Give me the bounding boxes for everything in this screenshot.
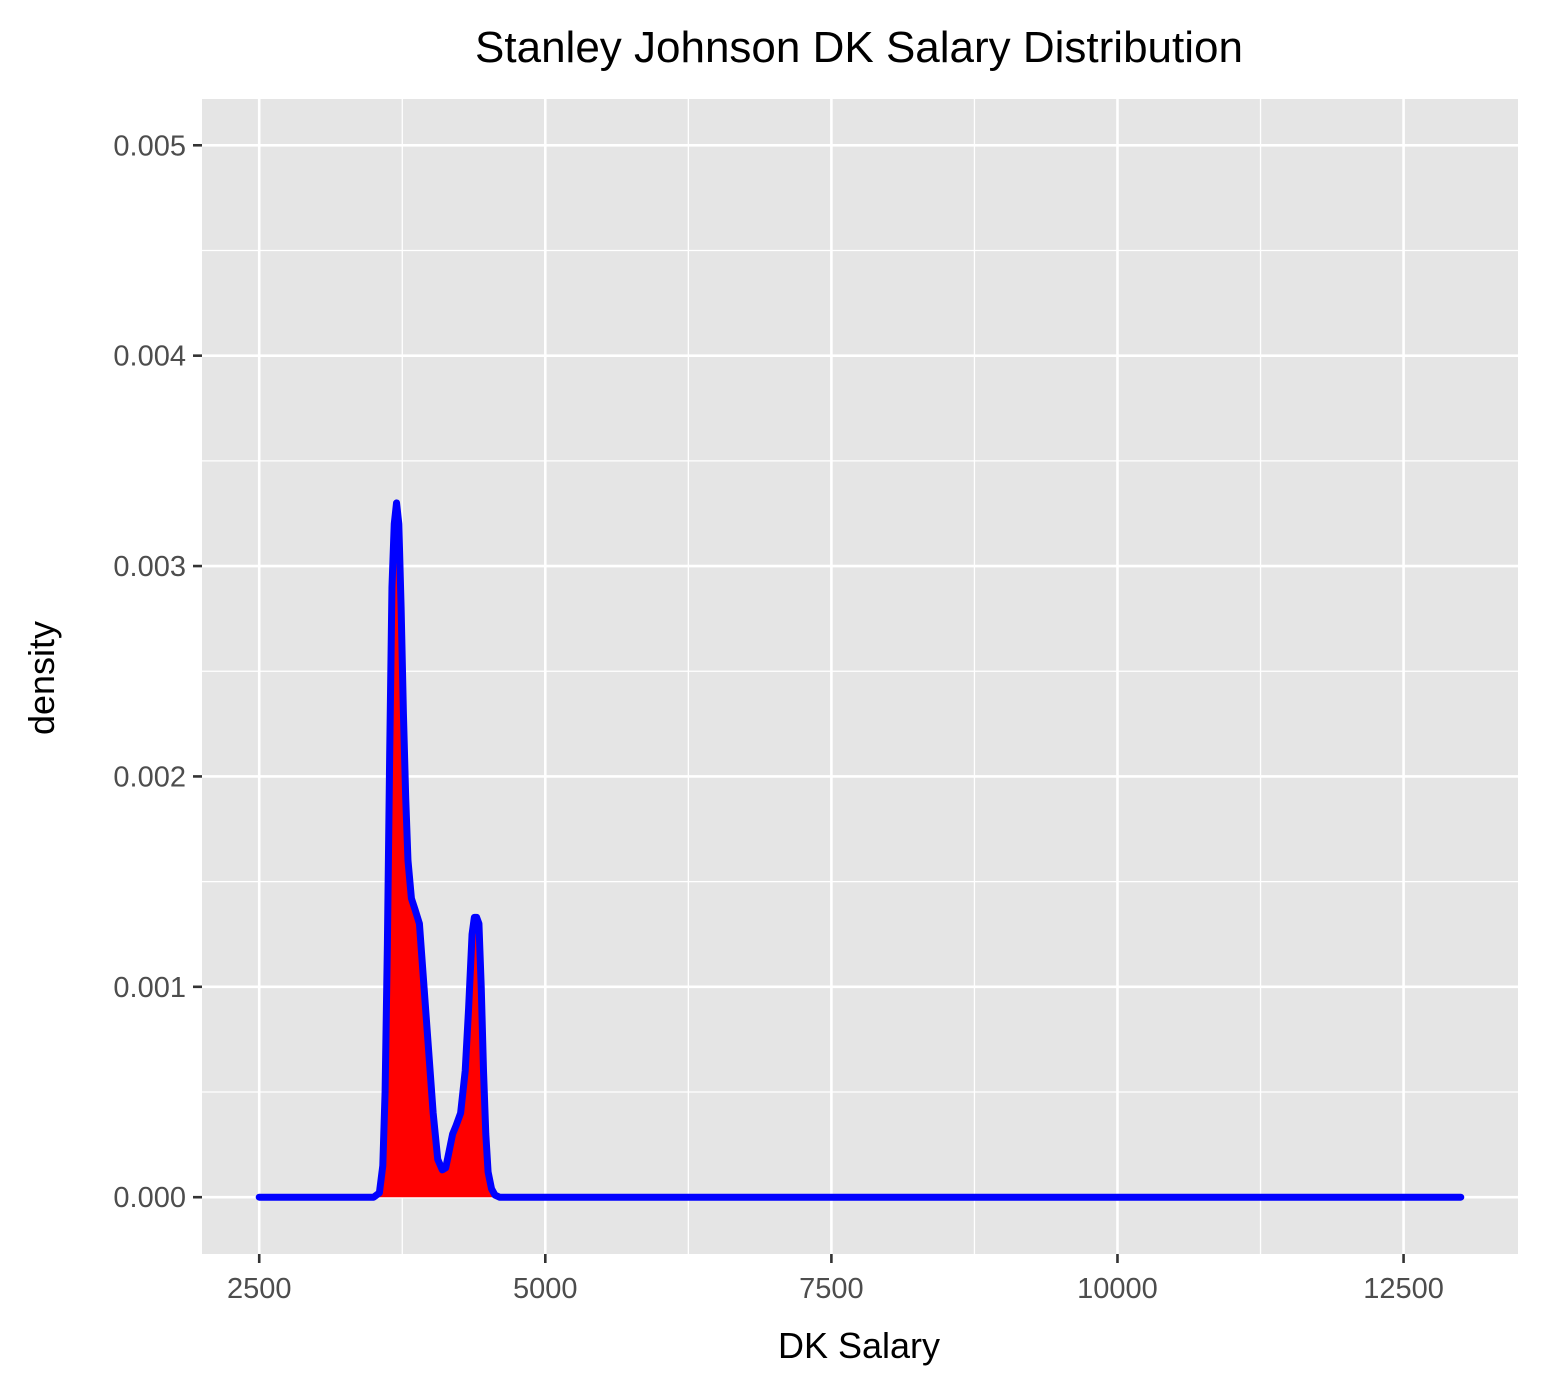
axes: 2500 5000 7500 10000 12500 0.000 0.001 0.002 0.0… [113, 130, 1443, 1305]
x-tick-label: 5000 [513, 1273, 578, 1305]
data-layer [255, 499, 1465, 1201]
x-axis-title: DK Salary [778, 1325, 940, 1366]
y-axis-title: density [21, 621, 62, 735]
x-tick-label: 7500 [799, 1273, 864, 1305]
x-tick-label: 12500 [1363, 1273, 1444, 1305]
density-line [255, 499, 1465, 1201]
x-tick-label: 10000 [1077, 1273, 1158, 1305]
y-tick-label: 0.005 [113, 130, 186, 162]
y-tick-label: 0.004 [113, 341, 186, 373]
y-tick-label: 0.003 [113, 551, 186, 583]
x-tick-label: 2500 [227, 1273, 292, 1305]
y-tick-label: 0.000 [113, 1182, 186, 1214]
y-tick-label: 0.002 [113, 761, 186, 793]
chart-title: Stanley Johnson DK Salary Distribution [475, 23, 1243, 72]
y-tick-label: 0.001 [113, 972, 186, 1004]
